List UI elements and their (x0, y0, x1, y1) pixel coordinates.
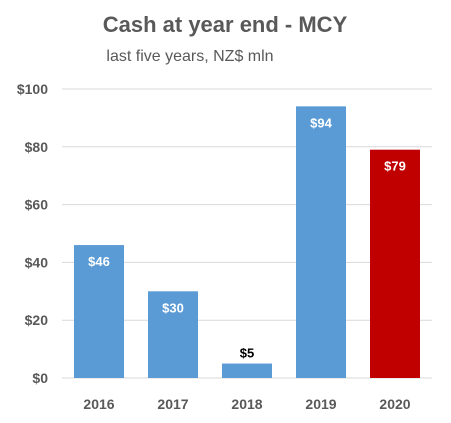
data-label-2017: $30 (162, 300, 184, 315)
x-axis: 2016 2017 2018 2019 2020 (83, 396, 410, 412)
bars: $46 $30 $5 $94 $79 (74, 106, 420, 378)
data-label-2019: $94 (310, 115, 332, 130)
data-label-2016: $46 (88, 254, 110, 269)
y-tick-label: $20 (25, 312, 49, 328)
y-tick-label: $60 (25, 197, 49, 213)
bar-2018 (222, 363, 272, 378)
bar-2016 (74, 245, 124, 378)
y-tick-label: $80 (25, 139, 49, 155)
y-tick-label: $0 (32, 370, 48, 386)
x-tick-label: 2017 (157, 396, 188, 412)
bar-2017 (148, 291, 198, 378)
chart-subtitle: last five years, NZ$ mln (106, 48, 273, 65)
y-tick-label: $100 (17, 81, 48, 97)
x-tick-label: 2016 (83, 396, 114, 412)
data-label-2020: $79 (384, 159, 406, 174)
bar-2020 (370, 149, 420, 378)
x-tick-label: 2019 (305, 396, 336, 412)
data-label-2018: $5 (240, 346, 254, 361)
y-tick-label: $40 (25, 254, 49, 270)
bar-2019 (296, 106, 346, 378)
x-tick-label: 2018 (231, 396, 262, 412)
x-tick-label: 2020 (379, 396, 410, 412)
chart-title: Cash at year end - MCY (103, 12, 348, 37)
y-axis: $0 $20 $40 $60 $80 $100 (17, 81, 48, 386)
